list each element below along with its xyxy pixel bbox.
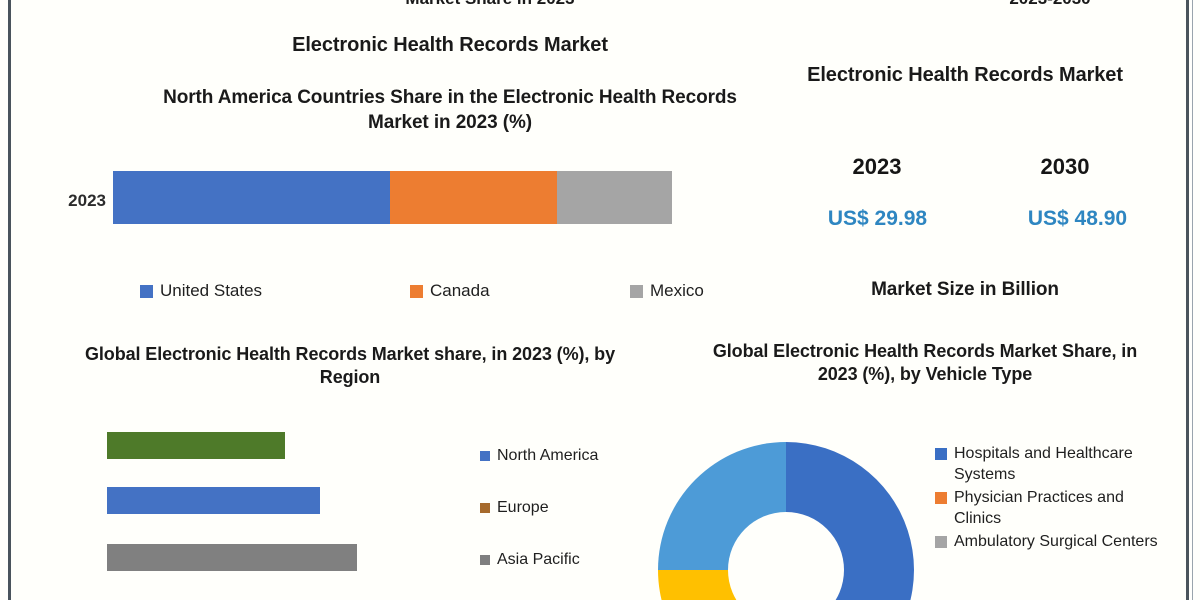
- region-bar-1: [107, 487, 320, 514]
- legend-label: United States: [160, 281, 263, 300]
- vehicle-type-legend: Hospitals and Healthcare Systems Physici…: [935, 443, 1185, 555]
- legend-item-asia-pacific: Asia Pacific: [480, 550, 580, 570]
- legend-item-canada: Canada: [410, 281, 490, 301]
- region-bar-2: [107, 544, 357, 571]
- legend-label: Hospitals and Healthcare Systems: [954, 445, 1133, 484]
- legend-item-europe: Europe: [480, 498, 549, 518]
- donut-hole: [728, 512, 844, 600]
- legend-item-physician-practices: Physician Practices and Clinics: [935, 487, 1185, 529]
- legend-swatch-icon: [480, 451, 490, 461]
- right-border: [1186, 0, 1189, 600]
- cropped-top-center-text: Market Share in 2023: [300, 0, 680, 9]
- stacked-bar-chart: [113, 171, 672, 224]
- left-border: [8, 0, 11, 600]
- legend-item-ambulatory-centers: Ambulatory Surgical Centers: [935, 531, 1185, 552]
- vehicle-type-chart-title: Global Electronic Health Records Market …: [712, 341, 1138, 385]
- stacked-bar-title: Electronic Health Records Market: [292, 34, 608, 56]
- stacked-bar-segment-united-states: [113, 171, 391, 224]
- stacked-bar-category-label: 2023: [68, 191, 106, 210]
- legend-label: Asia Pacific: [497, 551, 580, 568]
- legend-label: Canada: [430, 281, 490, 300]
- legend-swatch-icon: [935, 536, 947, 549]
- stacked-bar-legend: United States Canada Mexico: [140, 281, 710, 305]
- legend-swatch-icon: [935, 448, 947, 460]
- legend-item-mexico: Mexico: [630, 281, 704, 301]
- legend-swatch-icon: [935, 492, 947, 505]
- market-size-year-start: 2023: [852, 154, 902, 179]
- region-bar-0: [107, 432, 285, 459]
- market-size-caption: Market Size in Billion: [871, 279, 1059, 300]
- legend-label: Ambulatory Surgical Centers: [954, 533, 1158, 551]
- market-size-title: Electronic Health Records Market: [807, 64, 1123, 86]
- right-border-outer: [1192, 0, 1193, 600]
- legend-label: North America: [497, 447, 599, 464]
- market-size-year-end: 2030: [1040, 154, 1090, 179]
- vehicle-type-donut-chart: [656, 440, 916, 600]
- stacked-bar-segment-canada: [390, 171, 558, 224]
- cropped-top-right-text: 2023-2030: [900, 0, 1200, 9]
- market-size-value-start: US$ 29.98: [827, 207, 928, 230]
- legend-swatch-icon: [410, 284, 423, 298]
- legend-swatch-icon: [140, 284, 153, 298]
- legend-item-north-america: North America: [480, 446, 598, 466]
- region-chart-title: Global Electronic Health Records Market …: [85, 344, 615, 388]
- legend-label: Physician Practices and Clinics: [954, 489, 1124, 528]
- legend-swatch-icon: [480, 555, 490, 565]
- legend-item-hospitals: Hospitals and Healthcare Systems: [935, 443, 1185, 485]
- legend-item-united-states: United States: [140, 281, 262, 301]
- legend-swatch-icon: [630, 284, 643, 298]
- legend-label: Europe: [497, 499, 549, 516]
- market-size-value-end: US$ 48.90: [1027, 207, 1128, 230]
- legend-label: Mexico: [650, 281, 704, 300]
- stacked-bar-subtitle: North America Countries Share in the Ele…: [163, 87, 737, 133]
- stacked-bar-segment-mexico: [557, 171, 672, 224]
- legend-swatch-icon: [480, 503, 490, 513]
